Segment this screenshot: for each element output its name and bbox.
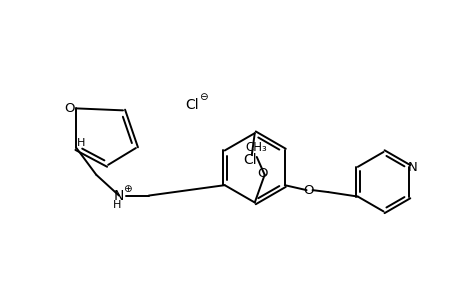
Text: O: O — [64, 102, 74, 115]
Text: H: H — [112, 200, 121, 211]
Text: O: O — [257, 167, 267, 180]
Text: H: H — [77, 138, 85, 148]
Text: Cl: Cl — [185, 98, 199, 112]
Text: ⊕: ⊕ — [122, 184, 131, 194]
Text: ⊖: ⊖ — [198, 92, 207, 103]
Text: CH₃: CH₃ — [244, 141, 266, 154]
Text: N: N — [113, 189, 124, 202]
Text: O: O — [302, 184, 313, 196]
Text: Cl: Cl — [242, 153, 256, 167]
Text: N: N — [407, 161, 416, 174]
